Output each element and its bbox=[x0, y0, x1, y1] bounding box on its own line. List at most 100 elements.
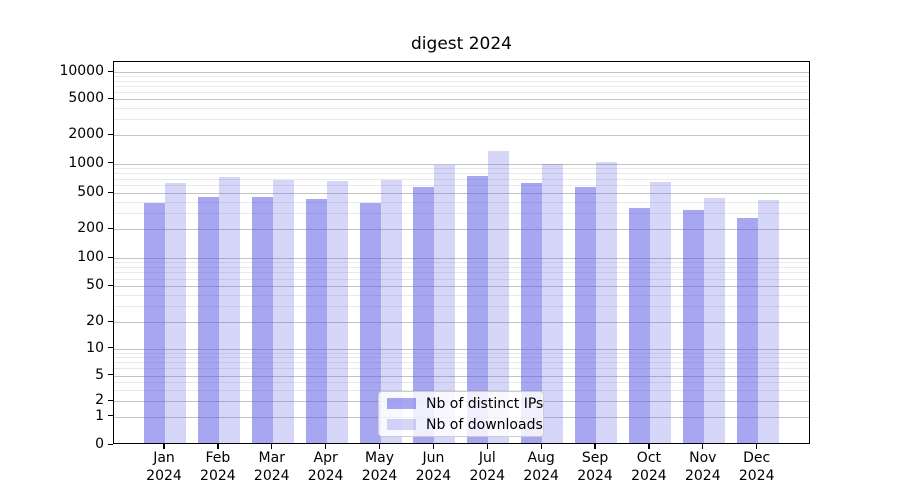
y-tick-label: 1 bbox=[95, 407, 104, 424]
bar-distinct-ips-may bbox=[359, 202, 381, 443]
bar-distinct-ips-jan bbox=[144, 202, 165, 443]
x-tick-mark bbox=[271, 444, 273, 449]
y-tick-label: 20 bbox=[86, 313, 104, 329]
x-tick-mark bbox=[378, 444, 381, 449]
minor-gridline bbox=[114, 389, 809, 391]
bar-downloads-jul bbox=[488, 151, 510, 443]
y-tick-mark bbox=[108, 256, 113, 258]
x-tick-mark bbox=[325, 444, 327, 449]
y-tick-mark bbox=[108, 133, 113, 135]
minor-gridline bbox=[114, 278, 809, 280]
major-gridline bbox=[114, 258, 809, 259]
major-gridline bbox=[114, 193, 809, 194]
y-tick-label: 200 bbox=[77, 220, 104, 237]
y-tick-mark bbox=[108, 97, 113, 99]
y-tick-label: 500 bbox=[77, 184, 104, 200]
y-tick-mark bbox=[108, 347, 113, 349]
x-tick-mark bbox=[756, 444, 758, 449]
bar-downloads-jan bbox=[165, 183, 186, 443]
bar-downloads-dec bbox=[757, 199, 779, 443]
bar-downloads-feb bbox=[218, 177, 240, 443]
minor-gridline bbox=[114, 178, 809, 180]
y-tick-mark bbox=[108, 320, 113, 322]
plot-area bbox=[113, 61, 810, 444]
major-gridline bbox=[114, 375, 809, 377]
chart-title: digest 2024 bbox=[411, 34, 512, 54]
legend-label: Nb of distinct IPs bbox=[426, 395, 544, 412]
bar-distinct-ips-oct bbox=[628, 208, 650, 443]
minor-gridline bbox=[114, 272, 809, 274]
minor-gridline bbox=[114, 201, 809, 203]
y-tick-label: 50 bbox=[86, 277, 104, 293]
bar-downloads-apr bbox=[326, 181, 348, 443]
legend-label: Nb of downloads bbox=[426, 416, 543, 433]
minor-gridline bbox=[114, 107, 809, 109]
x-tick-label-may: May 2024 bbox=[361, 450, 398, 484]
x-tick-label-jun: Jun 2024 bbox=[415, 450, 452, 484]
bar-distinct-ips-feb bbox=[197, 196, 219, 443]
minor-gridline bbox=[114, 76, 809, 78]
x-tick-label-oct: Oct 2024 bbox=[631, 450, 667, 484]
major-gridline bbox=[114, 322, 809, 323]
y-tick-label: 1000 bbox=[68, 154, 104, 171]
bar-downloads-sep bbox=[596, 161, 618, 443]
y-tick-mark bbox=[108, 399, 113, 401]
x-tick-label-dec: Dec 2024 bbox=[738, 450, 775, 484]
major-gridline bbox=[114, 286, 809, 287]
bar-distinct-ips-nov bbox=[682, 209, 704, 443]
y-tick-mark bbox=[108, 374, 113, 376]
y-tick-label: 5 bbox=[95, 366, 104, 383]
y-tick-label: 2 bbox=[95, 392, 104, 408]
minor-gridline bbox=[114, 306, 809, 308]
major-gridline bbox=[114, 348, 809, 350]
x-tick-label-jul: Jul 2024 bbox=[469, 450, 506, 484]
minor-gridline bbox=[114, 368, 809, 370]
bar-downloads-mar bbox=[272, 179, 294, 443]
x-tick-label-nov: Nov 2024 bbox=[684, 450, 721, 484]
y-tick-mark bbox=[108, 415, 113, 417]
bar-downloads-nov bbox=[703, 198, 725, 443]
minor-gridline bbox=[114, 381, 809, 383]
minor-gridline bbox=[114, 352, 809, 354]
legend-item-distinct-ips: Nb of distinct IPs bbox=[379, 395, 543, 413]
y-tick-mark bbox=[108, 191, 113, 193]
y-tick-label: 100 bbox=[77, 249, 104, 265]
x-tick-label-sep: Sep 2024 bbox=[577, 450, 613, 484]
x-tick-mark bbox=[432, 444, 435, 449]
y-tick-label: 0 bbox=[95, 436, 104, 452]
minor-gridline bbox=[114, 185, 809, 187]
minor-gridline bbox=[114, 91, 809, 93]
y-tick-label: 5000 bbox=[68, 90, 104, 106]
x-tick-label-apr: Apr 2024 bbox=[307, 450, 344, 484]
x-tick-label-feb: Feb 2024 bbox=[200, 450, 236, 484]
bar-downloads-may bbox=[380, 179, 402, 443]
y-tick-label: 2000 bbox=[68, 126, 104, 142]
major-gridline bbox=[114, 163, 809, 165]
x-tick-mark bbox=[486, 444, 488, 449]
minor-gridline bbox=[114, 168, 809, 170]
x-tick-mark bbox=[594, 444, 596, 449]
y-tick-mark bbox=[108, 162, 113, 164]
bar-distinct-ips-jun bbox=[413, 186, 435, 443]
x-tick-mark bbox=[217, 444, 219, 449]
bar-downloads-oct bbox=[649, 181, 671, 443]
minor-gridline bbox=[114, 357, 809, 359]
y-tick-mark bbox=[108, 284, 113, 286]
x-tick-mark bbox=[648, 444, 650, 449]
major-gridline bbox=[114, 99, 809, 100]
bar-distinct-ips-jul bbox=[467, 175, 489, 443]
y-tick-label: 10 bbox=[86, 339, 104, 356]
minor-gridline bbox=[114, 362, 809, 364]
minor-gridline bbox=[114, 262, 809, 264]
bar-downloads-aug bbox=[542, 164, 564, 443]
minor-gridline bbox=[114, 119, 809, 121]
y-tick-mark bbox=[108, 443, 113, 445]
minor-gridline bbox=[114, 85, 809, 87]
legend: Nb of distinct IPs Nb of downloads bbox=[378, 391, 544, 437]
minor-gridline bbox=[114, 80, 809, 82]
minor-gridline bbox=[114, 213, 809, 215]
legend-item-downloads: Nb of downloads bbox=[379, 416, 543, 434]
x-tick-label-mar: Mar 2024 bbox=[253, 450, 290, 484]
x-tick-mark bbox=[163, 444, 165, 449]
downloads-swatch bbox=[387, 419, 416, 430]
